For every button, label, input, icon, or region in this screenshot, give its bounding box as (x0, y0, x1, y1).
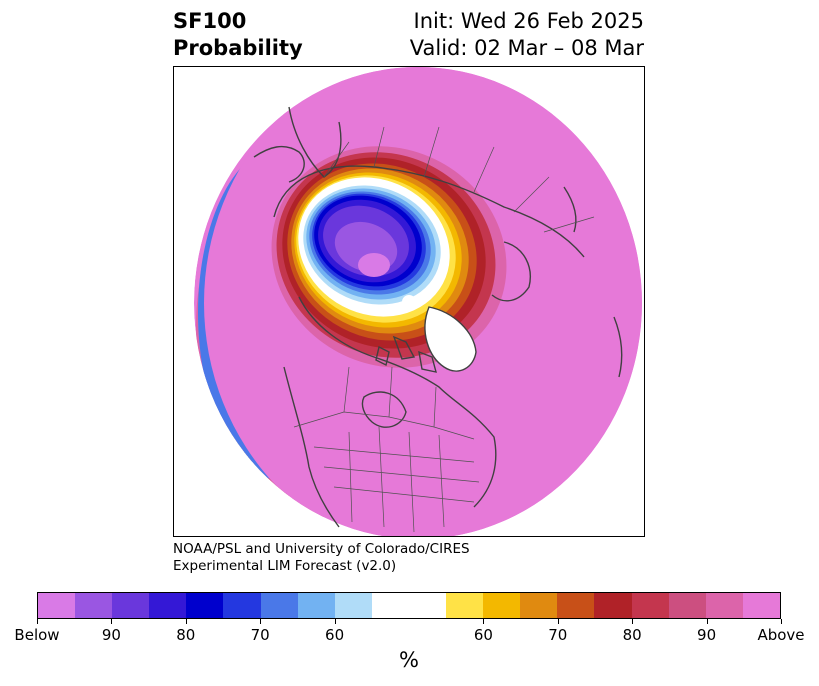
colorbar-tick-mark (37, 619, 38, 624)
colorbar-segment (668, 593, 706, 618)
hudson-bay (361, 391, 407, 428)
colorbar-segment (260, 593, 298, 618)
eurasia-coast (273, 165, 585, 258)
credit-text: NOAA/PSL and University of Colorado/CIRE… (173, 541, 470, 575)
coastlines (253, 106, 623, 528)
init-date: Init: Wed 26 Feb 2025 (413, 9, 644, 33)
colorbar-tick-label: 60 (473, 626, 493, 644)
colorbar-tick-label: Above (757, 626, 805, 644)
pole-marker (402, 295, 416, 309)
colorbar-tick-label: 70 (548, 626, 568, 644)
colorbar-segment (520, 593, 558, 618)
north-america-west-coast (283, 366, 340, 528)
colorbar-tick-label: 90 (697, 626, 717, 644)
colorbar-segment (334, 593, 372, 618)
colorbar-tick-label: 90 (101, 626, 121, 644)
colorbar-segment (594, 593, 632, 618)
ring-below-max (358, 253, 390, 277)
colorbar-segment (186, 593, 224, 618)
japan (613, 316, 623, 378)
alaska (491, 241, 531, 302)
north-america-coast (298, 296, 497, 508)
colorbar-segment (371, 593, 447, 618)
colorbar-tick-mark (334, 619, 336, 624)
colorbar-tick-mark (706, 619, 708, 624)
colorbar-segment (483, 593, 521, 618)
greenland-coast (424, 306, 477, 372)
colorbar-tick-mark (483, 619, 485, 624)
colorbar-segment (705, 593, 743, 618)
us-state-lines (313, 426, 480, 533)
credit-line-2: Experimental LIM Forecast (v2.0) (173, 558, 397, 574)
title-right: Init: Wed 26 Feb 2025 Valid: 02 Mar – 08… (410, 8, 644, 62)
colorbar-tick-mark (632, 619, 634, 624)
kamchatka (563, 186, 577, 233)
colorbar-segment (446, 593, 484, 618)
colorbar-segment (742, 593, 780, 618)
colorbar-tick-mark (781, 619, 782, 624)
canada-provinces (343, 366, 437, 428)
colorbar-segment (223, 593, 261, 618)
colorbar-tick-mark (260, 619, 262, 624)
colorbar-segment (75, 593, 113, 618)
colorbar-unit: % (399, 648, 419, 672)
colorbar-segment (38, 593, 76, 618)
title-left: SF100 Probability (173, 8, 303, 62)
greenland-neutral-patch (424, 307, 476, 372)
borders (293, 126, 595, 533)
valid-range: Valid: 02 Mar – 08 Mar (409, 36, 644, 60)
colorbar-tick-label: 60 (325, 626, 345, 644)
credit-line-1: NOAA/PSL and University of Colorado/CIRE… (173, 541, 470, 557)
colorbar (37, 592, 781, 619)
europe-north (253, 145, 305, 183)
colorbar-segment (631, 593, 669, 618)
colorbar-tick-mark (185, 619, 187, 624)
colorbar-tick-label: 70 (250, 626, 270, 644)
colorbar-tick-label: 80 (622, 626, 642, 644)
eurasia-borders (323, 126, 595, 233)
colorbar-segment (149, 593, 187, 618)
probability-field (194, 67, 642, 536)
colorbar-segment (112, 593, 150, 618)
colorbar-tick-mark (111, 619, 113, 624)
variable-subtitle: Probability (173, 36, 303, 60)
colorbar-segment (297, 593, 335, 618)
colorbar-segment (557, 593, 595, 618)
canada-archipelago (375, 335, 437, 373)
colorbar-tick-mark (557, 619, 559, 624)
variable-name: SF100 (173, 9, 247, 33)
forecast-map (173, 66, 645, 537)
colorbar-tick-label: Below (14, 626, 60, 644)
colorbar-tick-label: 80 (176, 626, 196, 644)
